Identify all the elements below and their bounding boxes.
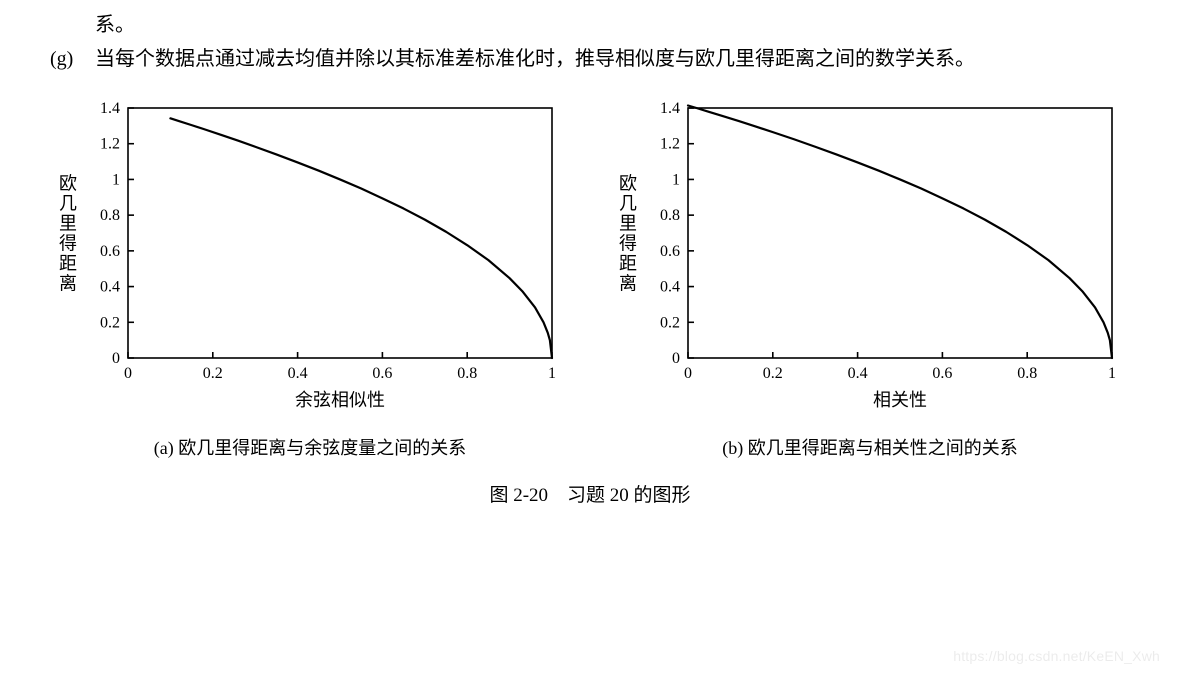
svg-text:0.8: 0.8 xyxy=(100,207,120,224)
item-marker-g: (g) xyxy=(40,42,95,76)
chart-cell-b: 0 0.2 0.4 0.6 0.8 1 0 0.2 0.4 0.6 0.8 1 1.2 1.4 相关性 欧几里… xyxy=(610,94,1130,460)
svg-text:0.8: 0.8 xyxy=(660,207,680,224)
chart-cell-a: 0 0.2 0.4 0.6 0.8 1 0 0.2 0.4 0.6 0.8 1 1.2 1.4 余弦相似性 欧… xyxy=(50,94,570,460)
svg-text:0.4: 0.4 xyxy=(848,365,868,382)
svg-text:1: 1 xyxy=(1108,365,1116,382)
figure-caption: 图 2-20 习题 20 的图形 xyxy=(40,480,1140,507)
chart-a: 0 0.2 0.4 0.6 0.8 1 0 0.2 0.4 0.6 0.8 1 1.2 1.4 余弦相似性 欧… xyxy=(50,94,570,424)
subcaption-a: (a) 欧几里得距离与余弦度量之间的关系 xyxy=(154,434,466,460)
list-item-g: (g) 当每个数据点通过减去均值并除以其标准差标准化时，推导相似度与欧几里得距离… xyxy=(40,42,1140,76)
continuation-line: 系。 xyxy=(40,8,1140,42)
svg-text:0: 0 xyxy=(124,365,132,382)
svg-text:0.4: 0.4 xyxy=(100,279,120,296)
svg-text:1.4: 1.4 xyxy=(100,100,120,117)
item-body-g: 当每个数据点通过减去均值并除以其标准差标准化时，推导相似度与欧几里得距离之间的数… xyxy=(95,42,1140,76)
svg-text:0.6: 0.6 xyxy=(932,365,952,382)
svg-text:0: 0 xyxy=(672,350,680,367)
svg-text:1: 1 xyxy=(672,171,680,188)
svg-text:1.4: 1.4 xyxy=(660,100,680,117)
svg-text:欧几里得距离: 欧几里得距离 xyxy=(619,173,637,293)
svg-text:余弦相似性: 余弦相似性 xyxy=(295,390,385,410)
charts-row: 0 0.2 0.4 0.6 0.8 1 0 0.2 0.4 0.6 0.8 1 1.2 1.4 余弦相似性 欧… xyxy=(40,94,1140,460)
svg-text:1.2: 1.2 xyxy=(100,136,120,153)
watermark: https://blog.csdn.net/KeEN_Xwh xyxy=(953,648,1160,664)
subcaption-b: (b) 欧几里得距离与相关性之间的关系 xyxy=(722,434,1018,460)
page-root: 系。 (g) 当每个数据点通过减去均值并除以其标准差标准化时，推导相似度与欧几里… xyxy=(0,0,1180,674)
svg-text:相关性: 相关性 xyxy=(873,390,927,410)
svg-text:0.4: 0.4 xyxy=(660,279,680,296)
svg-text:0.6: 0.6 xyxy=(100,243,120,260)
svg-text:0.6: 0.6 xyxy=(660,243,680,260)
svg-text:1: 1 xyxy=(548,365,556,382)
svg-text:0.4: 0.4 xyxy=(288,365,308,382)
chart-b: 0 0.2 0.4 0.6 0.8 1 0 0.2 0.4 0.6 0.8 1 1.2 1.4 相关性 欧几里… xyxy=(610,94,1130,424)
svg-text:0.8: 0.8 xyxy=(457,365,477,382)
svg-text:0.8: 0.8 xyxy=(1017,365,1037,382)
svg-text:0: 0 xyxy=(112,350,120,367)
svg-text:1.2: 1.2 xyxy=(660,136,680,153)
svg-text:0: 0 xyxy=(684,365,692,382)
svg-text:0.2: 0.2 xyxy=(763,365,783,382)
svg-text:1: 1 xyxy=(112,171,120,188)
svg-text:0.2: 0.2 xyxy=(203,365,223,382)
svg-text:0.2: 0.2 xyxy=(100,314,120,331)
svg-text:0.2: 0.2 xyxy=(660,314,680,331)
text-block: 系。 (g) 当每个数据点通过减去均值并除以其标准差标准化时，推导相似度与欧几里… xyxy=(40,8,1140,76)
svg-text:欧几里得距离: 欧几里得距离 xyxy=(59,173,77,293)
svg-text:0.6: 0.6 xyxy=(372,365,392,382)
